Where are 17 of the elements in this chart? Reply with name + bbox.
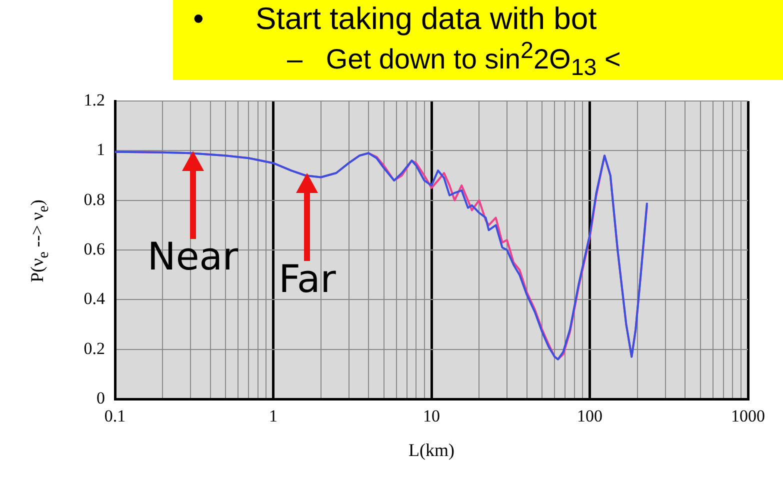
y-tick-label: 0.2: [84, 338, 105, 358]
x-tick-label: 1000: [731, 406, 765, 426]
x-axis-title: L(km): [408, 440, 454, 460]
y-tick-label: 0.6: [84, 239, 105, 258]
annotation: Far: [278, 256, 336, 301]
text: – Get down to sin$^{2}$2Θ$_{13}$ <: [287, 37, 621, 81]
x-tick-label: 0.1: [104, 406, 126, 426]
x-tick-label: 1: [269, 406, 278, 426]
x-tick-label: 10: [423, 406, 440, 426]
annotation: Near: [147, 234, 238, 279]
y-tick-label: 1.2: [84, 90, 105, 110]
y-tick-label: 0.4: [84, 289, 106, 308]
y-tick-label: 0: [96, 388, 105, 408]
text: • Start taking data with bot: [193, 1, 597, 36]
y-tick-label: 1: [96, 140, 105, 160]
y-tick-label: 0.8: [84, 190, 105, 209]
x-tick-label: 100: [577, 406, 602, 426]
